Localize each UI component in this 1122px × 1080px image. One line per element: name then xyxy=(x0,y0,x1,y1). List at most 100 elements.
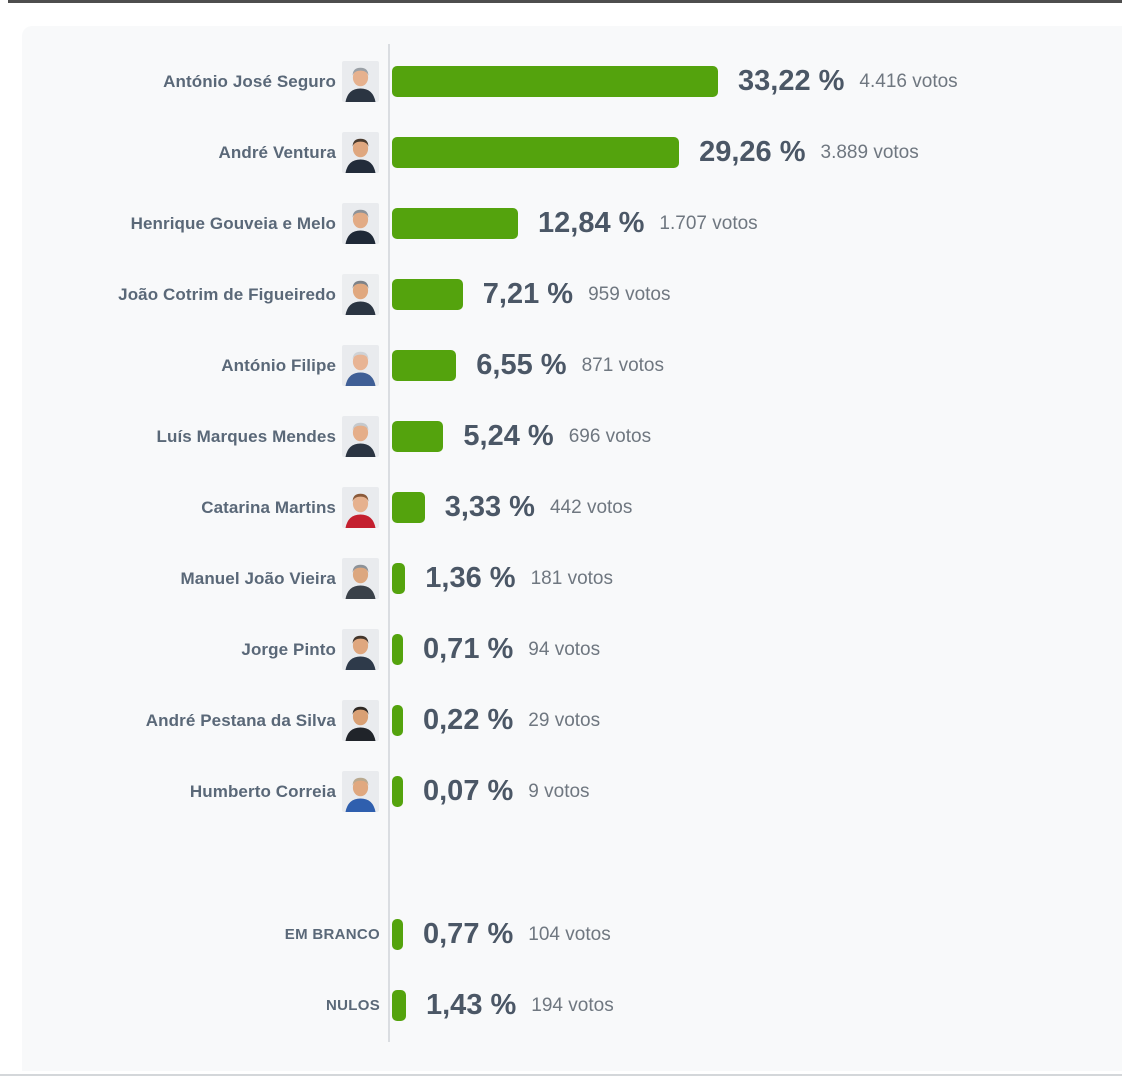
percent-value: 12,84 % xyxy=(538,207,645,239)
candidate-photo xyxy=(342,416,379,457)
bar-area: 0,71 % 94 votos xyxy=(392,614,600,685)
candidate-photo xyxy=(342,132,379,173)
candidate-row: Humberto Correia 0,07 % 9 votos xyxy=(22,756,1122,827)
candidate-name: António Filipe xyxy=(221,355,336,375)
bar-area: 1,36 % 181 votos xyxy=(392,543,613,614)
percent-value: 5,24 % xyxy=(463,420,554,452)
percent-value: 7,21 % xyxy=(482,278,574,310)
candidate-row: António José Seguro 33,22 % 4.416 votos xyxy=(22,46,1122,117)
candidate-name: André Pestana da Silva xyxy=(145,710,336,730)
votes-count: 959 votos xyxy=(588,283,671,305)
bar-area: 0,77 % 104 votos xyxy=(392,899,611,970)
results-panel: António José Seguro 33,22 % 4.416 votos … xyxy=(22,26,1122,1071)
candidate-row: António Filipe 6,55 % 871 votos xyxy=(22,330,1122,401)
person-portrait-icon xyxy=(342,771,379,812)
bar-area: 6,55 % 871 votos xyxy=(392,330,664,401)
candidate-photo xyxy=(342,629,379,670)
bar-area: 0,22 % 29 votos xyxy=(392,685,600,756)
result-bar xyxy=(392,66,718,97)
votes-count: 871 votos xyxy=(581,354,664,376)
person-portrait-icon xyxy=(342,629,379,670)
bar-area: 7,21 % 959 votos xyxy=(392,259,671,330)
person-portrait-icon xyxy=(342,274,379,315)
candidate-photo xyxy=(342,203,379,244)
group-spacer xyxy=(22,827,1122,899)
votes-count: 1.707 votos xyxy=(659,212,758,234)
person-portrait-icon xyxy=(342,345,379,386)
votes-count: 94 votos xyxy=(528,638,601,660)
percent-value: 6,55 % xyxy=(476,349,567,381)
results-rows: António José Seguro 33,22 % 4.416 votos … xyxy=(22,46,1122,1041)
window-bottom-border xyxy=(0,1074,1122,1076)
candidate-name: António José Seguro xyxy=(163,71,336,91)
candidate-photo xyxy=(342,345,379,386)
summary-label: NULOS xyxy=(326,997,380,1014)
person-portrait-icon xyxy=(342,558,379,599)
votes-count: 3.889 votos xyxy=(820,141,919,163)
result-bar xyxy=(392,919,403,950)
summary-label: EM BRANCO xyxy=(284,926,380,943)
candidate-photo xyxy=(342,771,379,812)
result-bar xyxy=(392,208,518,239)
candidate-row: Catarina Martins 3,33 % 442 votos xyxy=(22,472,1122,543)
votes-count: 181 votos xyxy=(530,567,613,589)
person-portrait-icon xyxy=(342,416,379,457)
votes-count: 9 votos xyxy=(528,780,590,802)
votes-count: 4.416 votos xyxy=(859,70,958,92)
person-portrait-icon xyxy=(342,203,379,244)
result-bar xyxy=(392,563,406,594)
result-bar xyxy=(392,137,680,168)
candidate-name: Humberto Correia xyxy=(189,781,336,801)
votes-count: 194 votos xyxy=(531,994,614,1016)
candidate-row: Luís Marques Mendes 5,24 % 696 votos xyxy=(22,401,1122,472)
bar-area: 3,33 % 442 votos xyxy=(392,472,632,543)
result-bar xyxy=(392,279,463,310)
window-top-border xyxy=(8,0,1122,3)
candidate-name: Henrique Gouveia e Melo xyxy=(130,213,336,233)
percent-value: 0,71 % xyxy=(423,633,514,665)
result-bar xyxy=(392,492,425,523)
bar-area: 33,22 % 4.416 votos xyxy=(392,46,958,117)
candidate-row: André Ventura 29,26 % 3.889 votos xyxy=(22,117,1122,188)
candidate-name: Jorge Pinto xyxy=(241,639,336,659)
result-bar xyxy=(392,705,403,736)
candidate-photo xyxy=(342,487,379,528)
candidate-photo xyxy=(342,558,379,599)
result-bar xyxy=(392,421,444,452)
bar-area: 0,07 % 9 votos xyxy=(392,756,590,827)
result-bar xyxy=(392,350,457,381)
percent-value: 33,22 % xyxy=(738,65,845,97)
percent-value: 0,77 % xyxy=(423,918,514,950)
summary-row: NULOS 1,43 % 194 votos xyxy=(22,970,1122,1041)
candidate-row: João Cotrim de Figueiredo 7,21 % 959 vot… xyxy=(22,259,1122,330)
candidate-name: Manuel João Vieira xyxy=(180,568,336,588)
person-portrait-icon xyxy=(342,61,379,102)
candidate-photo xyxy=(342,274,379,315)
bar-area: 1,43 % 194 votos xyxy=(392,970,614,1041)
person-portrait-icon xyxy=(342,132,379,173)
person-portrait-icon xyxy=(342,700,379,741)
percent-value: 0,07 % xyxy=(423,775,514,807)
candidate-photo xyxy=(342,700,379,741)
bar-area: 12,84 % 1.707 votos xyxy=(392,188,758,259)
votes-count: 442 votos xyxy=(549,496,633,518)
bar-area: 5,24 % 696 votos xyxy=(392,401,651,472)
candidate-row: André Pestana da Silva 0,22 % 29 votos xyxy=(22,685,1122,756)
candidate-photo xyxy=(342,61,379,102)
percent-value: 1,36 % xyxy=(425,562,516,594)
person-portrait-icon xyxy=(342,487,379,528)
candidate-row: Manuel João Vieira 1,36 % 181 votos xyxy=(22,543,1122,614)
result-bar xyxy=(392,990,406,1021)
candidate-name: João Cotrim de Figueiredo xyxy=(118,284,336,304)
votes-count: 29 votos xyxy=(528,709,601,731)
percent-value: 3,33 % xyxy=(444,491,535,523)
votes-count: 104 votos xyxy=(528,923,611,945)
candidate-row: Henrique Gouveia e Melo 12,84 % 1.707 vo… xyxy=(22,188,1122,259)
result-bar xyxy=(392,776,403,807)
result-bar xyxy=(392,634,403,665)
candidate-name: André Ventura xyxy=(218,142,336,162)
percent-value: 29,26 % xyxy=(699,136,806,168)
candidate-row: Jorge Pinto 0,71 % 94 votos xyxy=(22,614,1122,685)
summary-row: EM BRANCO 0,77 % 104 votos xyxy=(22,899,1122,970)
